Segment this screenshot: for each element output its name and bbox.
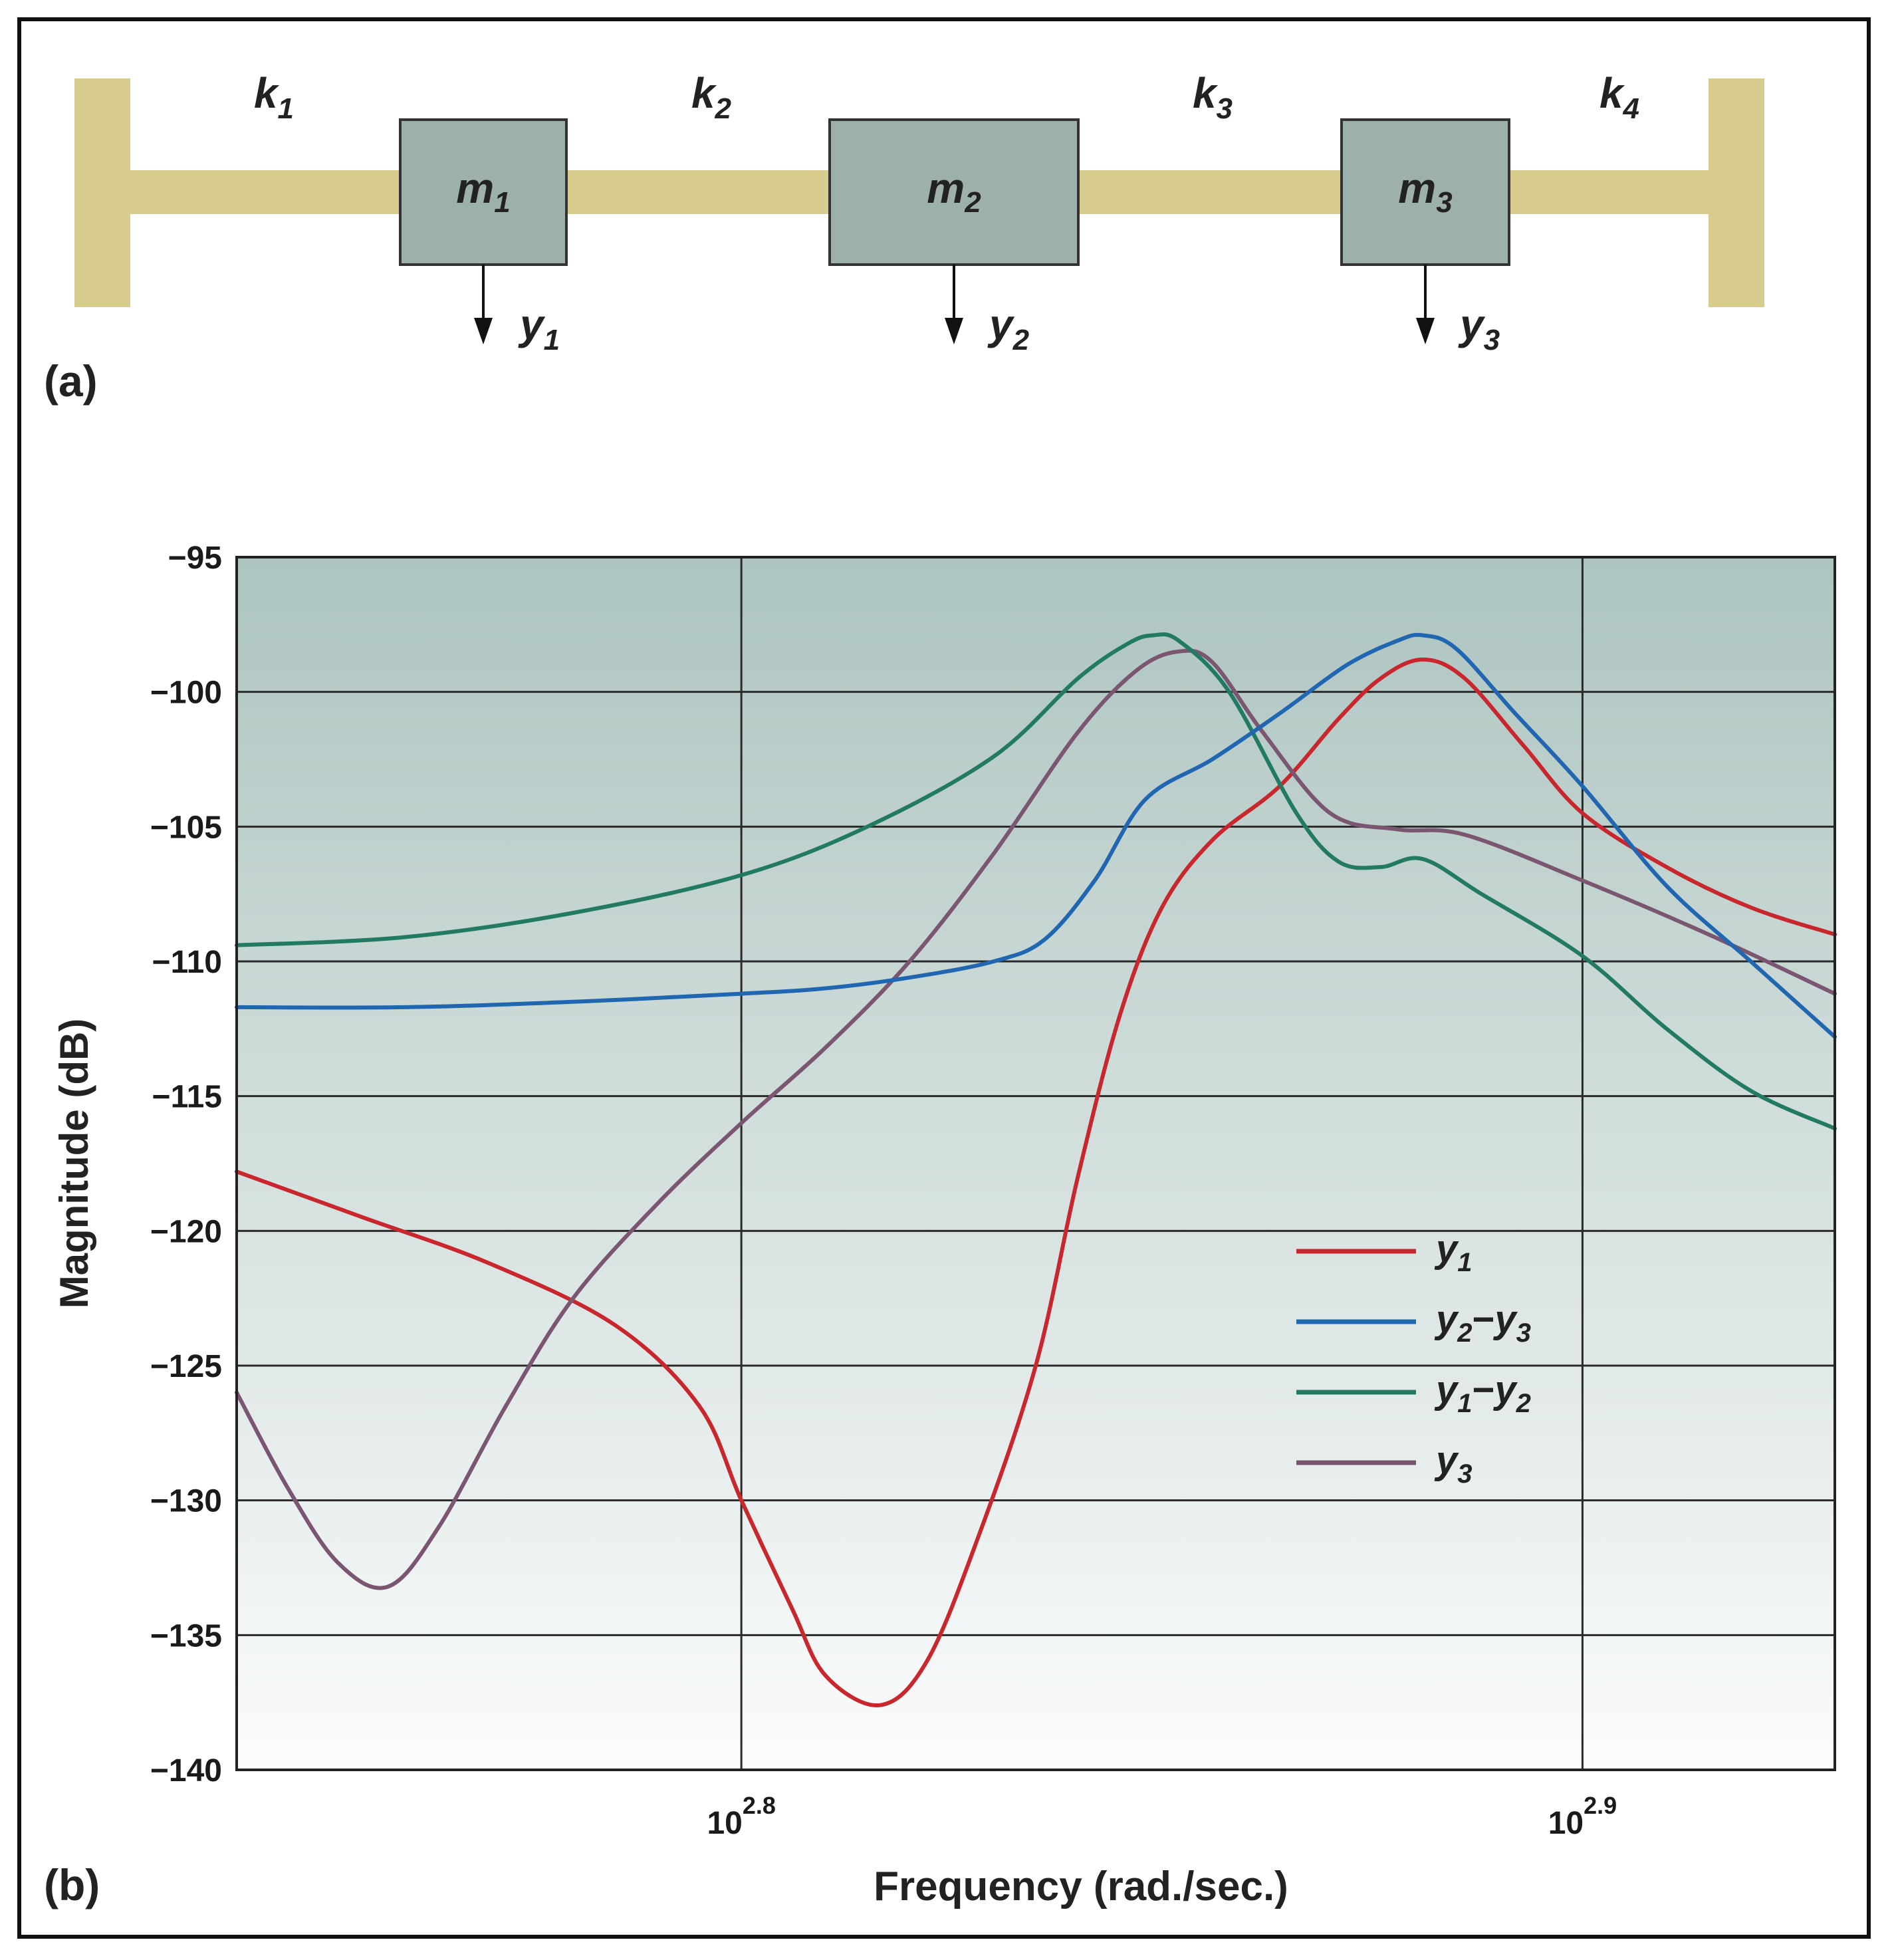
plot-border <box>235 556 1836 1771</box>
series-line-2 <box>235 632 1837 1039</box>
legend: y1 y2−y3 y1−y2 y3 <box>1296 1227 1531 1489</box>
spring-label-k1: k1 <box>254 69 294 125</box>
displacement-label-1: y1 <box>518 301 560 356</box>
spring-label-k2: k2 <box>691 69 732 125</box>
y-tick-label: −105 <box>150 810 222 845</box>
displacement-label-3: y3 <box>1458 301 1500 356</box>
legend-label: y3 <box>1434 1439 1473 1489</box>
panel-label-a: (a) <box>44 356 98 406</box>
spring-mass-diagram: m1 m2 m3 k1 k2 k3 k4 y1 y2 y3 <box>74 69 1764 356</box>
frequency-response-chart: −95−100−105−110−115−120−125−130−135−140 … <box>52 541 1837 1909</box>
panel-label-b: (b) <box>44 1860 100 1909</box>
y-tick-label: −140 <box>150 1753 222 1788</box>
series-lines <box>235 632 1837 1707</box>
y-axis-title: Magnitude (dB) <box>52 1019 96 1309</box>
plot-area <box>237 557 1835 1770</box>
displacement-label-2: y2 <box>987 301 1030 356</box>
legend-label: y1−y2 <box>1434 1368 1531 1418</box>
series-line-1 <box>235 658 1837 1707</box>
y-tick-label: −120 <box>150 1214 222 1249</box>
displacement-arrow-2 <box>945 265 963 344</box>
right-wall <box>1709 78 1764 307</box>
y-tick-labels: −95 −100 −105 −110 −115 −120 −125 −130 −135 −140 <box>150 541 222 1788</box>
mass-block-3 <box>1340 118 1510 266</box>
x-tick-labels: 102.8 102.9 <box>707 1792 1617 1841</box>
y-tick-label: −110 <box>152 945 222 980</box>
y-tick-label: −135 <box>150 1618 222 1654</box>
spring-label-k4: k4 <box>1599 69 1639 125</box>
x-axis-title: Frequency (rad./sec.) <box>874 1864 1288 1909</box>
displacement-arrow-1 <box>474 265 493 344</box>
mass-label-3: m3 <box>1398 164 1452 219</box>
mass-label-2: m2 <box>927 164 981 219</box>
series-line-4 <box>235 648 1837 1590</box>
x-tick-label: 102.8 <box>707 1792 775 1841</box>
y-tick-label: −95 <box>168 541 222 576</box>
mass-block-1 <box>399 118 568 266</box>
y-tick-label: −115 <box>152 1080 222 1115</box>
displacement-arrow-3 <box>1416 265 1435 344</box>
spring-label-k3: k3 <box>1193 69 1233 125</box>
mass-label-1: m1 <box>456 164 510 219</box>
legend-label: y2−y3 <box>1434 1298 1531 1348</box>
series-line-3 <box>235 632 1837 1131</box>
figure-frame <box>17 17 1871 1939</box>
y-tick-label: −130 <box>150 1484 222 1519</box>
y-tick-label: −100 <box>150 675 222 711</box>
legend-label: y1 <box>1434 1227 1473 1277</box>
x-tick-label: 102.9 <box>1548 1792 1617 1841</box>
mass-block-2 <box>828 118 1080 266</box>
y-tick-label: −125 <box>150 1349 222 1384</box>
left-wall <box>74 78 130 307</box>
